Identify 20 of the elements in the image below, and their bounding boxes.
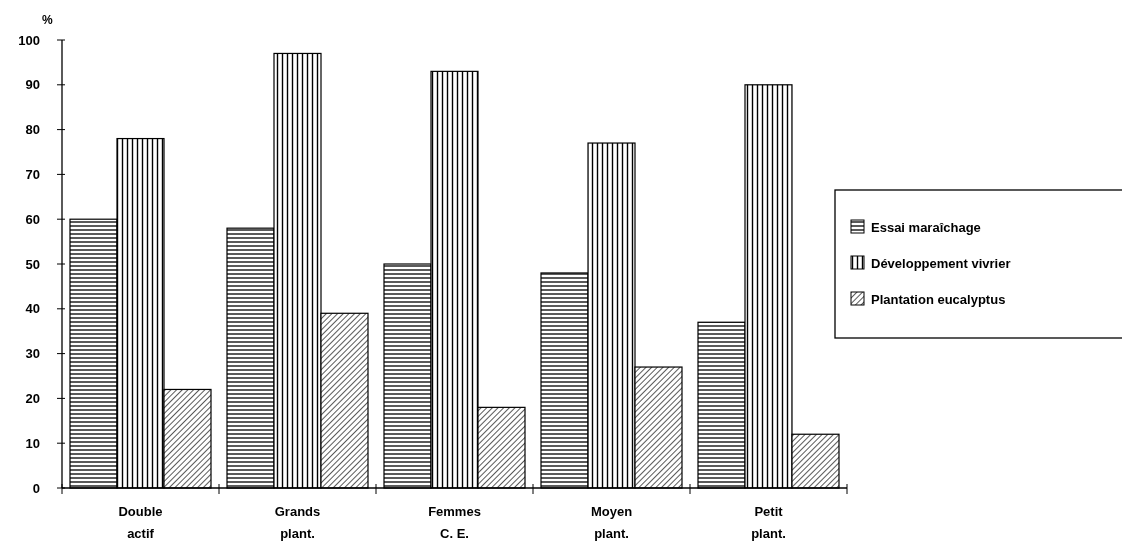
x-tick-label: Moyen plant. [590,504,633,541]
x-tick-label: Petit plant. [751,504,786,541]
y-tick-label: 10 [25,435,40,451]
legend-label: Essai maraîchage [871,219,981,235]
y-tick-label: 20 [25,390,40,406]
y-tick-label: 60 [25,211,40,227]
x-tick-label: Grands plant. [274,504,321,541]
y-tick-label: 100 [18,32,40,48]
y-tick-label: 70 [25,166,40,182]
x-tick-label: Double actif [118,504,163,541]
y-tick-label: 90 [25,77,40,93]
legend-label: Plantation eucalyptus [871,291,1006,307]
x-tick-label: Femmes C. E. [428,504,481,541]
y-axis-title: % [42,13,53,27]
y-tick-label: 80 [25,122,40,138]
y-tick-label: 50 [25,256,40,272]
y-tick-label: 0 [32,480,40,496]
legend-label: Développement vivrier [871,255,1011,271]
y-tick-label: 30 [25,346,40,362]
y-tick-label: 40 [25,301,40,317]
